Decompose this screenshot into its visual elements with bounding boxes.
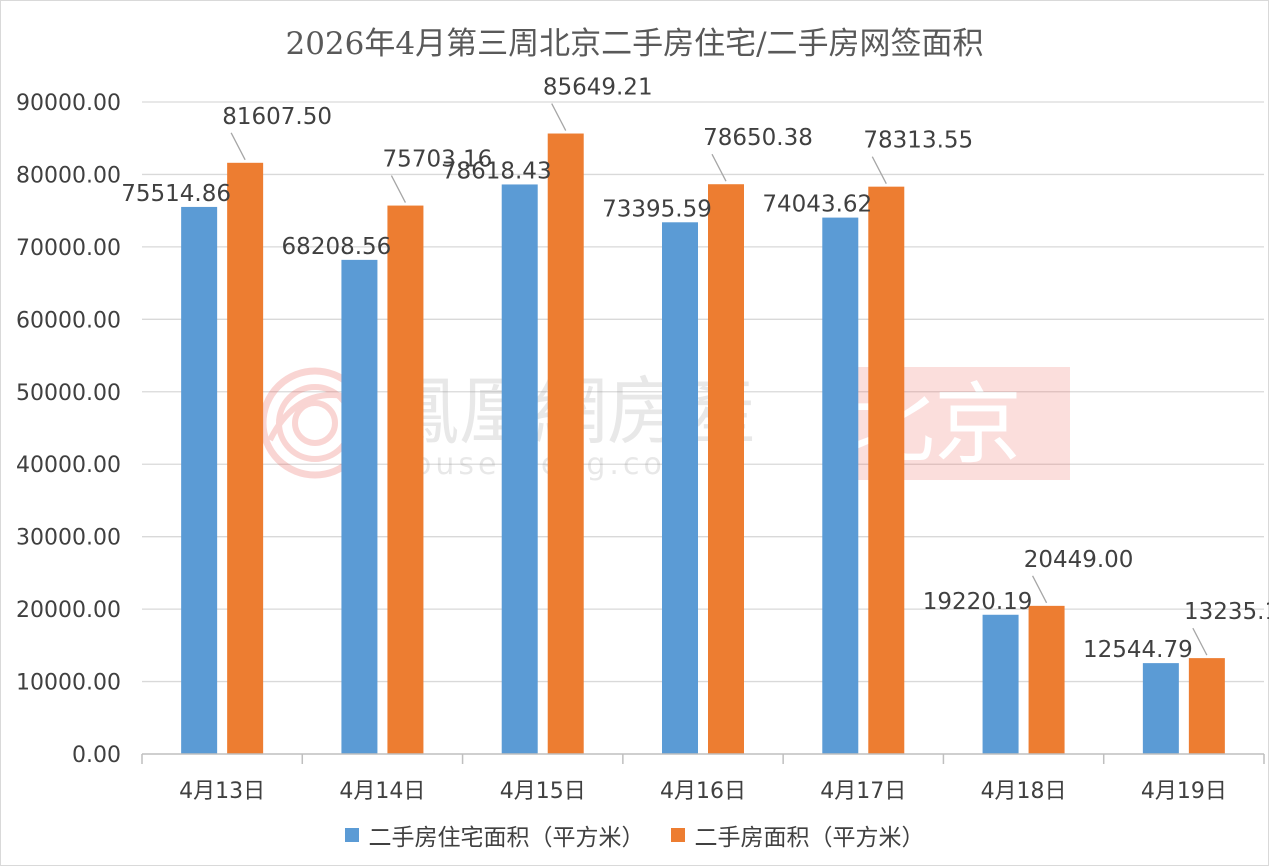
bar-residential	[662, 222, 698, 754]
chart-title: 2026年4月第三周北京二手房住宅/二手房网签面积	[285, 26, 984, 62]
bar-residential	[181, 206, 218, 755]
y-tick-label: 50000.00	[16, 381, 121, 406]
data-label-leader	[871, 156, 887, 184]
data-labels: 75514.86 81607.50 68208.56 75703.1678618.43…	[121, 75, 1269, 664]
x-axis-ticks: 4月13日 4月14日 4月15日 4月16日 4月17日 4月18日 4月19日	[179, 779, 1227, 804]
x-tick-label: 4月13日	[179, 779, 265, 804]
data-label-residential: 75514.86	[121, 181, 231, 207]
data-label-total: 78313.55	[863, 128, 973, 154]
legend-label-total: 二手房面积（平方米）	[694, 825, 925, 851]
legend-swatch-residential	[344, 828, 359, 842]
bar-residential	[501, 184, 538, 755]
legend-item-total: 二手房面积（平方米）	[670, 818, 925, 852]
bar-total	[387, 205, 424, 755]
data-label-residential: 12544.79	[1083, 637, 1193, 663]
data-label-leader	[551, 103, 567, 131]
y-tick-label: 20000.00	[16, 598, 121, 623]
y-tick-label: 90000.00	[16, 91, 121, 116]
data-label-residential: 74043.62	[762, 192, 872, 218]
bar-total	[708, 184, 744, 755]
data-label-leader	[711, 153, 727, 182]
x-tick-label: 4月19日	[1141, 779, 1227, 804]
x-tick-label: 4月15日	[500, 779, 586, 804]
bar-residential	[982, 614, 1019, 754]
data-label-leader	[1031, 575, 1048, 604]
data-label-total: 20449.00	[1024, 547, 1134, 573]
bars	[181, 133, 1225, 755]
bar-total	[868, 186, 905, 754]
data-label-total: 75703.16	[383, 147, 493, 173]
y-tick-label: 10000.00	[16, 671, 121, 696]
bar-total	[547, 133, 584, 755]
data-label-residential: 19220.19	[923, 589, 1033, 615]
data-label-leader	[1192, 627, 1208, 656]
bar-residential	[1142, 663, 1179, 754]
data-label-residential: 68208.56	[282, 234, 392, 260]
y-tick-label: 30000.00	[16, 526, 121, 551]
x-tick-label: 4月18日	[981, 779, 1067, 804]
x-tick-label: 4月17日	[820, 779, 906, 804]
data-label-total: 81607.50	[222, 104, 332, 130]
x-tick-label: 4月16日	[660, 779, 746, 804]
y-tick-label: 0.00	[72, 743, 121, 768]
data-label-leader	[390, 175, 407, 203]
y-tick-label: 70000.00	[16, 236, 121, 261]
x-axis	[141, 753, 1265, 764]
data-label-residential: 73395.59	[602, 196, 712, 222]
data-label-total: 13235.12	[1184, 599, 1269, 625]
bar-residential	[822, 217, 859, 755]
data-label-leader	[230, 132, 246, 161]
bar-total	[1028, 605, 1065, 754]
legend-label-residential: 二手房住宅面积（平方米）	[368, 825, 645, 851]
legend: 二手房住宅面积（平方米） 二手房面积（平方米）	[0, 818, 1269, 852]
y-tick-label: 40000.00	[16, 453, 121, 478]
bar-total	[227, 162, 264, 754]
watermark-url: house.ifeng.com	[390, 447, 699, 482]
bar-total	[1188, 658, 1225, 754]
x-tick-label: 4月14日	[339, 779, 425, 804]
y-tick-label: 60000.00	[16, 308, 121, 333]
bar-residential	[341, 259, 378, 754]
data-label-total: 78650.38	[703, 125, 813, 151]
legend-swatch-total	[670, 828, 685, 842]
y-tick-label: 80000.00	[16, 163, 121, 188]
data-label-total: 85649.21	[543, 75, 653, 101]
y-axis-ticks: 0.00 10000.00 20000.00 30000.00 40000.00 5000…	[16, 91, 121, 768]
legend-item-residential: 二手房住宅面积（平方米）	[344, 818, 645, 852]
grid-lines	[142, 101, 1264, 683]
data-label-residential: 78618.43	[442, 158, 552, 184]
